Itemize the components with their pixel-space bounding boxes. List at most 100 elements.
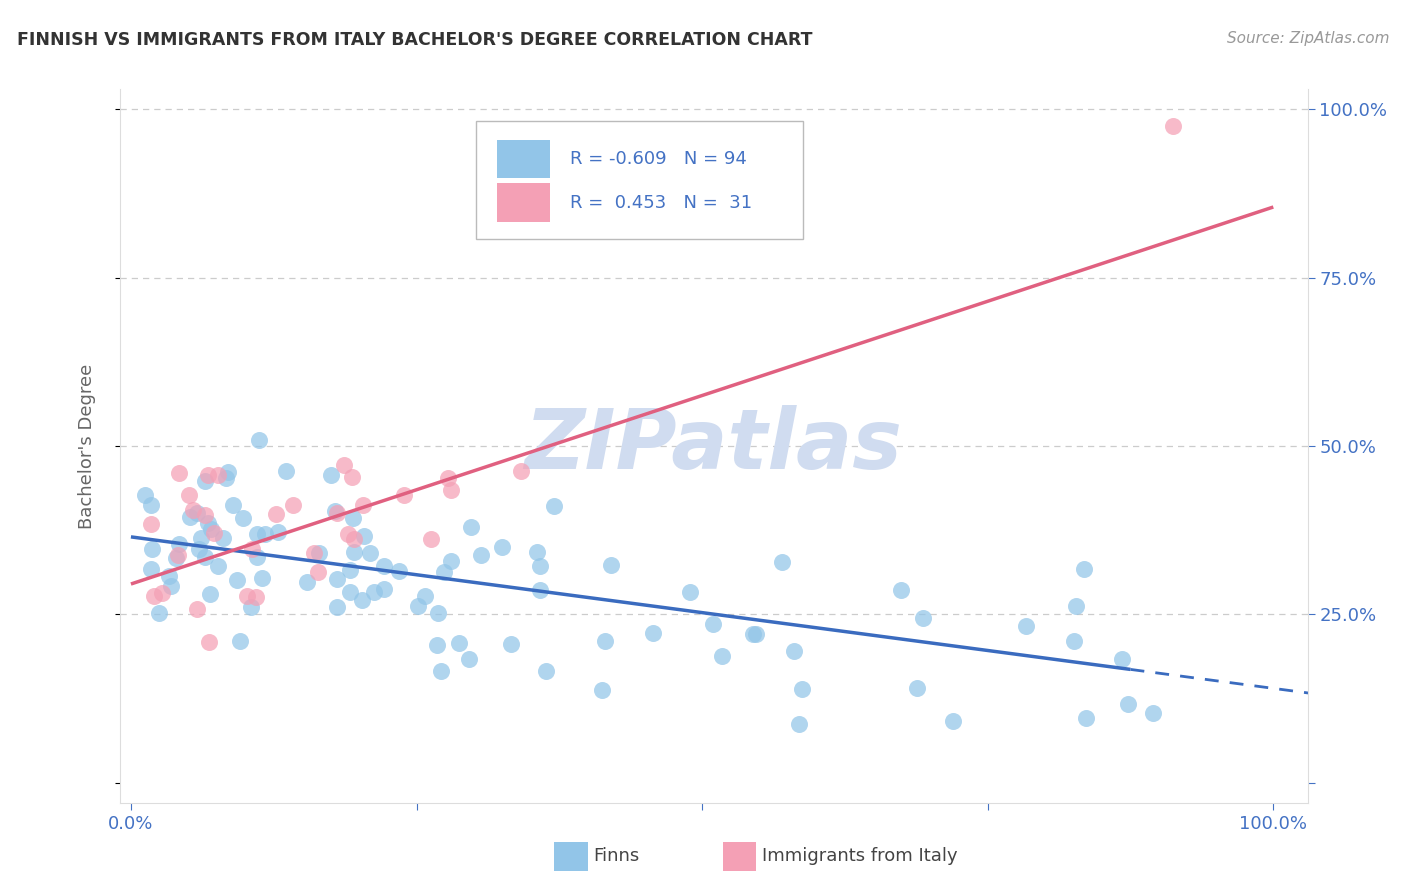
Point: [392, 488, 415, 502]
Point: [283, 498, 305, 512]
Point: [543, 500, 565, 514]
Point: [194, 475, 217, 489]
Point: [373, 559, 395, 574]
Point: [250, 571, 273, 585]
Point: [207, 558, 229, 573]
Point: [912, 611, 935, 625]
Point: [526, 545, 548, 559]
Point: [198, 587, 221, 601]
Point: [745, 626, 768, 640]
Text: R =  0.453   N =  31: R = 0.453 N = 31: [569, 194, 752, 211]
Point: [1111, 651, 1133, 665]
Point: [536, 664, 558, 678]
Point: [167, 548, 190, 562]
Point: [499, 637, 522, 651]
Point: [742, 626, 765, 640]
Point: [449, 636, 471, 650]
Point: [197, 516, 219, 530]
Point: [353, 528, 375, 542]
Text: FINNISH VS IMMIGRANTS FROM ITALY BACHELOR'S DEGREE CORRELATION CHART: FINNISH VS IMMIGRANTS FROM ITALY BACHELO…: [17, 31, 813, 49]
Point: [426, 638, 449, 652]
FancyBboxPatch shape: [498, 184, 550, 222]
Point: [160, 579, 183, 593]
Point: [339, 563, 361, 577]
Point: [321, 468, 343, 483]
Point: [388, 564, 411, 578]
Point: [406, 599, 429, 613]
Point: [529, 583, 551, 598]
Point: [177, 488, 200, 502]
Point: [529, 559, 551, 574]
Point: [194, 549, 217, 564]
Point: [150, 586, 173, 600]
Point: [702, 616, 724, 631]
Point: [240, 542, 263, 557]
Point: [179, 510, 201, 524]
Point: [190, 531, 212, 545]
Point: [413, 589, 436, 603]
Point: [1015, 619, 1038, 633]
Point: [297, 574, 319, 589]
Point: [440, 554, 463, 568]
Point: [343, 545, 366, 559]
Point: [792, 681, 814, 696]
Point: [333, 458, 356, 472]
Point: [509, 464, 531, 478]
Point: [1076, 710, 1098, 724]
Point: [458, 652, 481, 666]
FancyBboxPatch shape: [498, 140, 550, 178]
Text: R = -0.609   N = 94: R = -0.609 N = 94: [569, 150, 747, 168]
Point: [239, 600, 262, 615]
Point: [905, 681, 928, 695]
Point: [1161, 120, 1184, 134]
Point: [433, 565, 456, 579]
Point: [323, 503, 346, 517]
Point: [363, 585, 385, 599]
Point: [599, 558, 621, 573]
Point: [359, 546, 381, 560]
Point: [229, 634, 252, 648]
Point: [304, 546, 326, 560]
Point: [1116, 698, 1139, 712]
Point: [440, 483, 463, 497]
Point: [245, 590, 267, 604]
Point: [787, 717, 810, 731]
Point: [419, 533, 441, 547]
Text: Finns: Finns: [593, 847, 640, 865]
Point: [470, 548, 492, 562]
Point: [217, 466, 239, 480]
Point: [266, 508, 288, 522]
Text: Source: ZipAtlas.com: Source: ZipAtlas.com: [1226, 31, 1389, 46]
Point: [235, 589, 257, 603]
Point: [247, 433, 270, 447]
Point: [430, 664, 453, 678]
Point: [342, 510, 364, 524]
Point: [460, 520, 482, 534]
Point: [254, 526, 277, 541]
Point: [343, 532, 366, 546]
Point: [267, 524, 290, 539]
Point: [167, 537, 190, 551]
Point: [169, 466, 191, 480]
Point: [1073, 562, 1095, 576]
Point: [326, 506, 349, 520]
Point: [307, 565, 329, 579]
Point: [942, 714, 965, 729]
Point: [134, 488, 156, 502]
Y-axis label: Bachelor's Degree: Bachelor's Degree: [77, 363, 96, 529]
Point: [274, 464, 297, 478]
Point: [591, 682, 613, 697]
Point: [426, 607, 449, 621]
Point: [139, 499, 162, 513]
Point: [340, 470, 363, 484]
Point: [188, 541, 211, 556]
Point: [143, 589, 166, 603]
Point: [710, 649, 733, 664]
Point: [491, 540, 513, 554]
Point: [337, 526, 360, 541]
Point: [197, 634, 219, 648]
Point: [350, 593, 373, 607]
Point: [139, 516, 162, 531]
Point: [437, 471, 460, 485]
Point: [770, 555, 793, 569]
